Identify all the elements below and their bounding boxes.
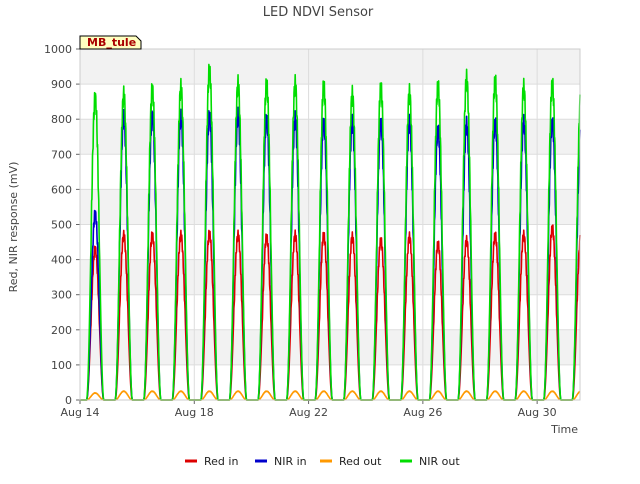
legend-label: Red out <box>339 455 382 468</box>
chart-title: LED NDVI Sensor <box>263 5 374 20</box>
site-label: MB_tule <box>87 36 136 49</box>
y-tick-label: 500 <box>51 219 72 232</box>
y-tick-label: 0 <box>65 394 72 407</box>
y-tick-label: 400 <box>51 254 72 267</box>
plot-band <box>80 259 580 295</box>
plot-border <box>79 48 581 401</box>
y-tick-label: 200 <box>51 324 72 337</box>
y-tick-label: 600 <box>51 183 72 196</box>
y-tick-label: 1000 <box>44 43 72 56</box>
site-label-box: MB_tule <box>79 35 142 50</box>
y-axis-label: Red, NIR response (mV) <box>7 162 20 293</box>
legend: Red in NIR in Red out NIR out <box>185 455 460 468</box>
plot-band <box>80 189 580 225</box>
x-axis-label: Time <box>550 423 578 436</box>
legend-label: NIR in <box>274 455 307 468</box>
axes: 0 100 200 300 400 500 600 700 800 900 1000 Aug 14 Au… <box>44 43 581 419</box>
x-tick-label: Aug 26 <box>403 406 442 419</box>
legend-label: NIR out <box>419 455 460 468</box>
y-tick-label: 100 <box>51 359 72 372</box>
y-tick-label: 900 <box>51 78 72 91</box>
y-tick-label: 300 <box>51 289 72 302</box>
x-tick-label: Aug 22 <box>289 406 328 419</box>
y-tick-label: 800 <box>51 113 72 126</box>
x-tick-label: Aug 14 <box>61 406 100 419</box>
x-tick-label: Aug 30 <box>518 406 557 419</box>
y-tick-label: 700 <box>51 148 72 161</box>
x-tick-label: Aug 18 <box>175 406 214 419</box>
legend-label: Red in <box>204 455 238 468</box>
plot-band <box>80 49 580 85</box>
